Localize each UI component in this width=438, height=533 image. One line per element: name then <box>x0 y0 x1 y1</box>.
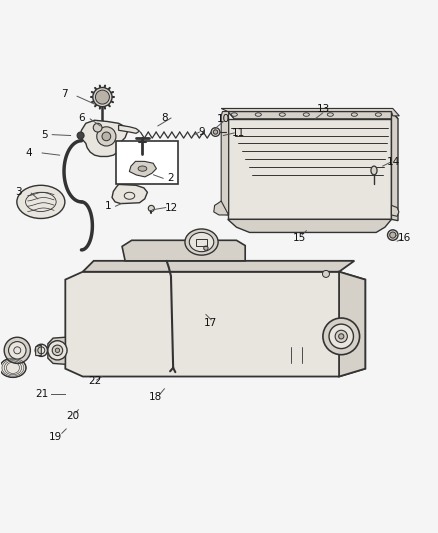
Polygon shape <box>80 120 127 157</box>
Ellipse shape <box>213 130 218 134</box>
Polygon shape <box>339 272 365 376</box>
Text: 12: 12 <box>164 203 177 213</box>
Text: 13: 13 <box>317 104 330 114</box>
Text: 8: 8 <box>161 113 168 123</box>
Text: 2: 2 <box>168 173 174 183</box>
Text: 19: 19 <box>49 432 62 442</box>
Polygon shape <box>83 261 354 272</box>
Polygon shape <box>221 111 229 215</box>
Ellipse shape <box>148 205 154 212</box>
Text: 14: 14 <box>387 157 400 167</box>
Text: 1: 1 <box>104 201 111 211</box>
Polygon shape <box>228 119 392 220</box>
Ellipse shape <box>4 337 30 364</box>
Text: 18: 18 <box>149 392 162 402</box>
Polygon shape <box>228 111 398 119</box>
Ellipse shape <box>55 348 60 352</box>
Text: 7: 7 <box>61 89 67 99</box>
Polygon shape <box>392 205 399 216</box>
Text: 17: 17 <box>204 318 217 328</box>
Text: 6: 6 <box>78 113 85 123</box>
Polygon shape <box>228 220 392 232</box>
Ellipse shape <box>329 324 353 349</box>
Polygon shape <box>65 272 365 376</box>
Polygon shape <box>122 240 245 261</box>
Text: 4: 4 <box>26 148 32 158</box>
Ellipse shape <box>339 334 344 339</box>
Text: 10: 10 <box>217 114 230 124</box>
Polygon shape <box>129 161 156 177</box>
Ellipse shape <box>95 90 110 104</box>
Ellipse shape <box>102 132 111 141</box>
Text: 16: 16 <box>398 233 411 243</box>
Polygon shape <box>392 111 398 221</box>
Ellipse shape <box>138 166 147 171</box>
Text: 22: 22 <box>88 376 101 386</box>
Text: 21: 21 <box>35 389 49 399</box>
Ellipse shape <box>77 132 84 139</box>
Polygon shape <box>221 108 399 116</box>
Text: 5: 5 <box>41 130 48 140</box>
Ellipse shape <box>211 128 220 136</box>
FancyBboxPatch shape <box>116 141 178 184</box>
Polygon shape <box>35 345 41 356</box>
Ellipse shape <box>35 344 47 357</box>
Ellipse shape <box>97 127 116 146</box>
Ellipse shape <box>93 123 102 132</box>
Ellipse shape <box>322 270 329 277</box>
Ellipse shape <box>204 246 208 251</box>
Ellipse shape <box>93 87 112 107</box>
Ellipse shape <box>9 342 26 359</box>
Ellipse shape <box>323 318 360 354</box>
Ellipse shape <box>17 185 65 219</box>
Ellipse shape <box>390 232 396 238</box>
Ellipse shape <box>371 166 377 175</box>
Ellipse shape <box>48 341 67 360</box>
Polygon shape <box>48 337 65 364</box>
Polygon shape <box>112 184 148 204</box>
Polygon shape <box>214 201 229 215</box>
Ellipse shape <box>0 358 26 377</box>
Ellipse shape <box>388 230 398 240</box>
Text: 15: 15 <box>293 233 307 243</box>
Polygon shape <box>119 125 140 133</box>
Ellipse shape <box>52 345 63 356</box>
Ellipse shape <box>335 330 347 343</box>
Text: 11: 11 <box>232 128 245 138</box>
Text: 20: 20 <box>66 411 79 421</box>
Ellipse shape <box>185 229 218 255</box>
Ellipse shape <box>189 232 214 252</box>
Text: 9: 9 <box>198 127 205 137</box>
Text: 3: 3 <box>15 187 21 197</box>
